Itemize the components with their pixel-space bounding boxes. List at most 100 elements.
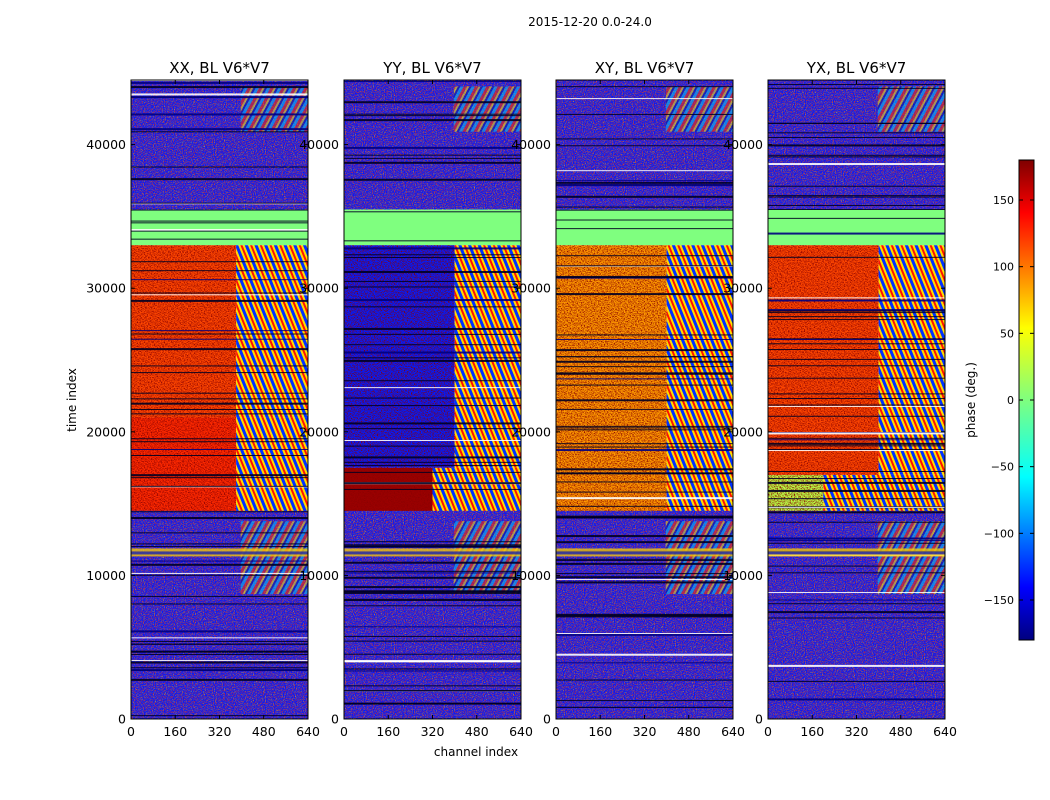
fringe-pattern — [453, 521, 521, 595]
flag-line — [344, 685, 521, 687]
flag-line — [344, 668, 521, 670]
flag-line — [556, 384, 733, 386]
y-tick-label: 30000 — [511, 281, 551, 296]
colorbar-tick-label: −150 — [984, 594, 1014, 607]
flag-line — [344, 119, 521, 122]
flag-line — [768, 603, 945, 605]
y-tick-label: 30000 — [723, 281, 763, 296]
flag-line — [556, 613, 733, 616]
flag-line — [556, 184, 733, 187]
flag-line — [131, 474, 308, 477]
flag-line — [768, 377, 945, 379]
flag-line — [768, 309, 945, 312]
flag-line — [131, 485, 308, 487]
panels-group: XX, BL V6*V7 0 160 320 480 640 0 10000 20000 3000… — [86, 59, 957, 739]
flag-line — [768, 154, 945, 156]
flag-line — [556, 180, 733, 182]
flag-line — [768, 542, 945, 544]
flag-line — [344, 570, 521, 572]
flag-line — [131, 650, 308, 653]
decorrelated-phase-region — [236, 417, 308, 511]
flag-line — [344, 605, 521, 607]
flag-line — [131, 178, 308, 181]
flag-line — [768, 599, 945, 601]
y-tick-label: 20000 — [723, 424, 763, 439]
flag-line — [768, 163, 945, 166]
flag-line — [556, 425, 733, 427]
flag-line — [344, 576, 521, 579]
panel-4: YX, BL V6*V7 0 160 320 480 640 0 10000 20000 3000… — [723, 59, 957, 739]
flag-line — [768, 698, 945, 701]
flag-line — [768, 592, 945, 594]
flag-line — [344, 211, 521, 213]
bright-swath-core — [344, 551, 521, 555]
flag-line — [768, 432, 945, 435]
decorrelated-phase-region — [236, 245, 308, 418]
coherent-phase-region — [556, 245, 667, 511]
flag-line — [131, 477, 308, 479]
colorbar-tick-label: 0 — [1007, 394, 1014, 407]
flag-line — [556, 491, 733, 493]
flag-line — [556, 372, 733, 375]
panel-title: XX, BL V6*V7 — [169, 59, 270, 77]
y-tick-label: 10000 — [86, 568, 126, 583]
x-tick-label: 0 — [127, 724, 135, 739]
colorbar-tick-label: 100 — [993, 261, 1014, 274]
flag-line — [344, 670, 521, 672]
flag-line — [344, 660, 521, 663]
flag-line — [768, 439, 945, 441]
bright-swath-core — [131, 551, 308, 555]
flagged-region — [768, 209, 945, 246]
panel-image — [768, 80, 945, 719]
flag-line — [131, 660, 308, 662]
flag-line — [344, 101, 521, 104]
flag-line — [556, 700, 733, 702]
flag-line — [344, 178, 521, 181]
x-tick-label: 320 — [208, 724, 232, 739]
flag-line — [768, 195, 945, 197]
fringe-pattern — [665, 86, 733, 132]
flag-line — [768, 122, 945, 124]
flag-line — [768, 136, 945, 138]
panel-title: YY, BL V6*V7 — [382, 59, 481, 77]
flag-line — [556, 349, 733, 352]
flag-line — [131, 486, 308, 488]
flag-line — [344, 590, 521, 593]
y-tick-label: 0 — [543, 712, 551, 727]
flag-line — [344, 306, 521, 308]
flag-line — [344, 247, 521, 250]
panel-title: YX, BL V6*V7 — [806, 59, 907, 77]
flag-line — [344, 286, 521, 288]
flag-line — [131, 222, 308, 224]
flag-line — [556, 228, 733, 230]
flag-line — [556, 183, 733, 185]
flag-line — [131, 402, 308, 405]
flag-line — [344, 456, 521, 459]
flag-line — [556, 408, 733, 410]
flag-line — [344, 635, 521, 637]
flagged-region — [556, 209, 733, 246]
fringe-pattern — [453, 86, 521, 132]
flag-line — [768, 445, 945, 447]
panel-image — [344, 80, 521, 719]
y-tick-label: 20000 — [86, 424, 126, 439]
flag-line — [768, 565, 945, 567]
flag-line — [344, 640, 521, 642]
flag-line — [344, 327, 521, 330]
flag-line — [768, 511, 945, 514]
flag-line — [344, 397, 521, 399]
flag-line — [344, 561, 521, 564]
flag-line — [556, 706, 733, 708]
x-tick-label: 640 — [933, 724, 957, 739]
flag-line — [344, 440, 521, 442]
y-tick-label: 0 — [331, 712, 339, 727]
flag-line — [131, 572, 308, 574]
flag-line — [344, 351, 521, 354]
flag-line — [131, 238, 308, 240]
flagged-region — [131, 209, 308, 246]
flag-line — [556, 679, 733, 681]
figure-suptitle: 2015-12-20 0.0-24.0 — [528, 15, 652, 29]
flag-line — [344, 422, 521, 425]
colorbar-tick-label: −50 — [991, 461, 1014, 474]
flag-line — [131, 220, 308, 222]
